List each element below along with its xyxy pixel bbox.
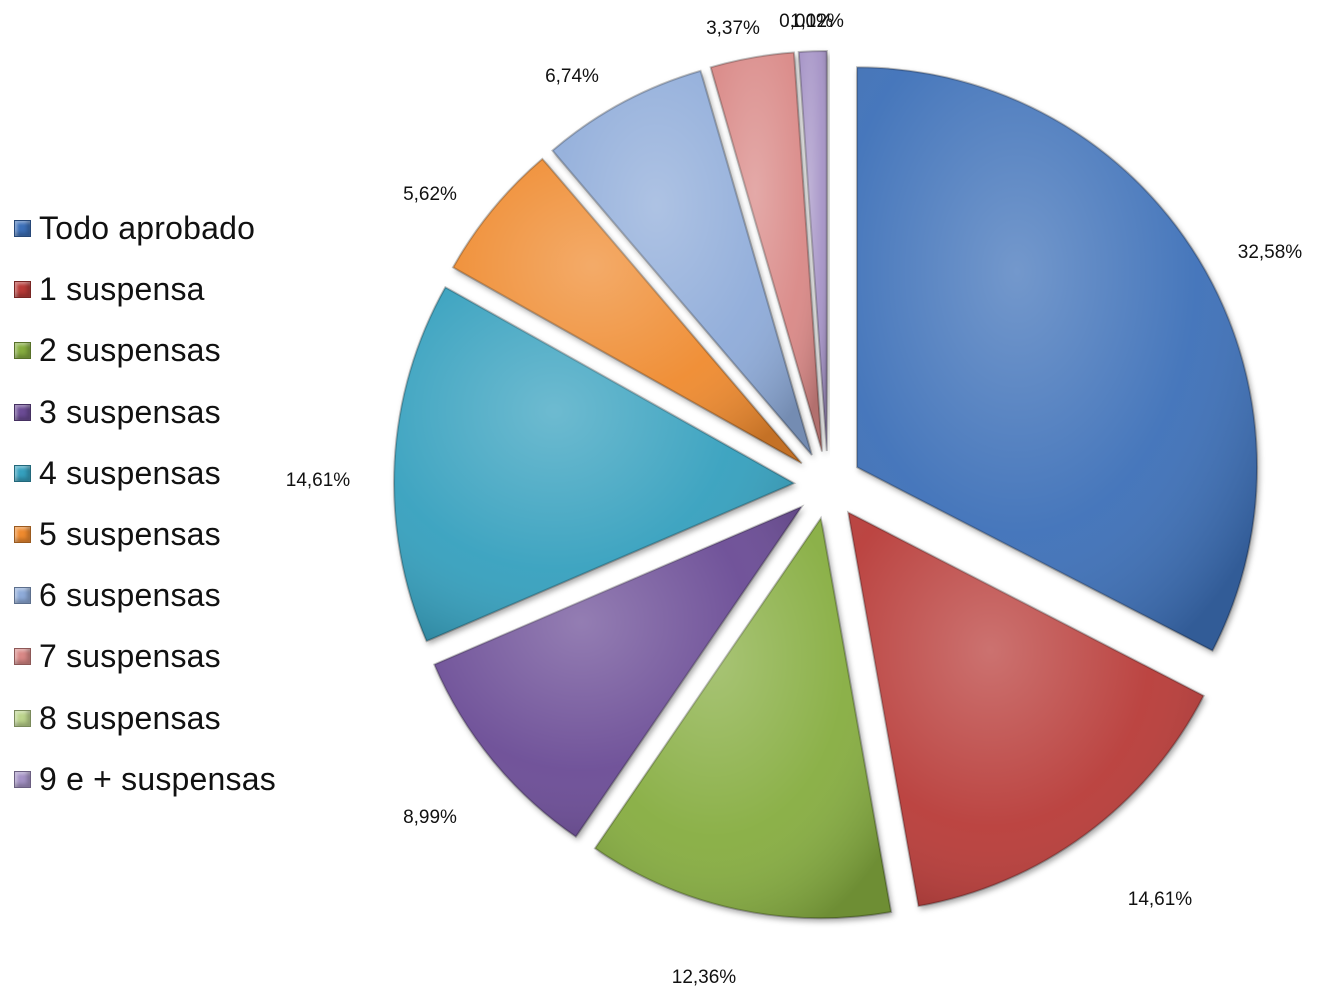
pie-slice-3 (593, 515, 893, 920)
legend-item-10: 9 e + suspensas (14, 749, 314, 810)
legend-swatch (14, 220, 31, 238)
pie-slice-4 (432, 504, 805, 839)
data-label-9: 0,00% (779, 11, 833, 32)
legend-label: 3 suspensas (39, 393, 221, 430)
data-label-5: 14,61% (286, 470, 351, 491)
data-label-6: 5,62% (403, 184, 457, 205)
legend-swatch (14, 403, 31, 421)
legend-item-2: 1 suspensa (14, 259, 314, 320)
legend-swatch (14, 464, 31, 482)
legend-item-6: 5 suspensas (14, 504, 314, 565)
legend-label: 6 suspensas (39, 577, 221, 614)
legend-label: 8 suspensas (39, 699, 221, 736)
slice-shading (857, 67, 1258, 651)
data-label-4: 8,99% (403, 807, 457, 828)
legend-label: 2 suspensas (39, 332, 221, 369)
legend-swatch (14, 526, 31, 544)
pie-slice-8 (709, 51, 824, 452)
legend-swatch (14, 648, 31, 666)
data-label-1: 32,58% (1238, 242, 1303, 263)
slice-shading (798, 51, 827, 452)
legend-item-4: 3 suspensas (14, 382, 314, 443)
pie-slice-1 (856, 66, 1258, 653)
legend-swatch (14, 587, 31, 605)
pie-slice-7 (551, 69, 813, 456)
legend-item-1: Todo aprobado (14, 198, 314, 259)
legend-swatch (14, 342, 31, 360)
slice-shading (434, 506, 802, 837)
slice-shading (594, 518, 892, 919)
legend-item-5: 4 suspensas (14, 443, 314, 504)
legend-swatch (14, 770, 31, 788)
legend-item-3: 2 suspensas (14, 320, 314, 381)
slice-shading (453, 158, 802, 464)
pie-slice-5 (393, 285, 797, 643)
data-label-2: 14,61% (1128, 889, 1193, 910)
legend-label: Todo aprobado (39, 210, 256, 247)
legend-item-9: 8 suspensas (14, 688, 314, 749)
slice-shading (394, 287, 795, 642)
legend-item-8: 7 suspensas (14, 626, 314, 687)
slice-shading (848, 512, 1204, 907)
legend-label: 1 suspensa (39, 271, 205, 308)
legend-item-7: 6 suspensas (14, 565, 314, 626)
legend-label: 7 suspensas (39, 638, 221, 675)
legend-swatch (14, 281, 31, 299)
legend-label: 5 suspensas (39, 516, 221, 553)
slice-shading (552, 70, 812, 456)
pie-slice-2 (846, 510, 1206, 908)
data-label-3: 12,36% (672, 967, 737, 988)
pie-slice-10 (797, 50, 828, 452)
legend-label: 9 e + suspensas (39, 760, 276, 797)
legend-label: 4 suspensas (39, 454, 221, 491)
data-label-7: 6,74% (545, 66, 599, 87)
data-label-10: 1,12% (790, 11, 844, 32)
slice-shading (710, 52, 823, 452)
legend-swatch (14, 709, 31, 727)
pie-slice-6 (451, 157, 803, 465)
data-label-8: 3,37% (706, 18, 760, 39)
legend: Todo aprobado 1 suspensa 2 suspensas 3 susp… (14, 198, 314, 810)
